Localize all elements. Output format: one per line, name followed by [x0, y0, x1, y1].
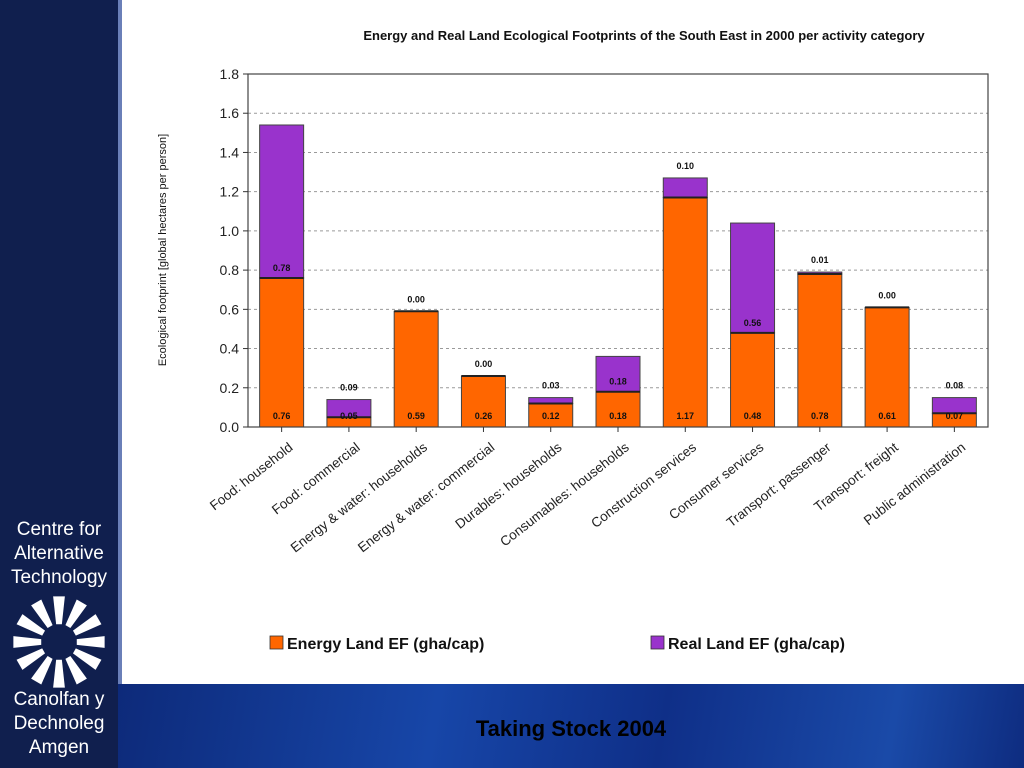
logo-ray — [13, 636, 42, 648]
bar-energy-land — [864, 306, 910, 428]
data-label-real: 0.78 — [273, 263, 291, 273]
bar-energy-land — [797, 273, 843, 428]
legend-label: Real Land EF (gha/cap) — [668, 636, 845, 653]
logo-ray — [16, 614, 46, 636]
data-label-real: 0.01 — [811, 255, 829, 265]
org-name-cy-line: Canolfan y — [13, 689, 105, 710]
data-label-real: 0.03 — [542, 381, 560, 391]
y-tick-label: 0.2 — [220, 380, 240, 396]
category-label: Energy & water: commercial — [355, 440, 497, 556]
logo-ray — [72, 614, 102, 636]
bar-real-land — [730, 222, 776, 334]
data-label-real: 0.00 — [475, 359, 493, 369]
y-tick-label: 0.8 — [220, 262, 240, 278]
data-label-real: 0.10 — [677, 161, 695, 171]
data-label-energy: 0.12 — [542, 411, 560, 421]
org-name-cy-line: Dechnoleg — [13, 713, 105, 734]
logo-ray — [53, 596, 65, 625]
data-label-energy: 0.18 — [609, 411, 627, 421]
bar-energy-land — [730, 332, 776, 428]
data-label-real: 0.56 — [744, 318, 762, 328]
bar-energy-land — [595, 391, 641, 428]
bar-energy-land — [259, 277, 305, 428]
data-label-energy: 1.17 — [677, 411, 695, 421]
data-label-real: 0.18 — [609, 377, 627, 387]
bar-real-land — [662, 177, 708, 199]
logo-ray — [31, 655, 53, 685]
bar-energy-land — [393, 310, 439, 428]
bar-real-land — [595, 355, 641, 393]
cat-sunburst-logo-icon — [13, 596, 105, 688]
y-tick-label: 1.2 — [220, 184, 240, 200]
data-label-energy: 0.78 — [811, 411, 829, 421]
y-tick-label: 1.0 — [220, 223, 240, 239]
data-label-real: 0.00 — [878, 290, 896, 300]
data-label-energy: 0.61 — [878, 411, 896, 421]
org-name-en-line: Alternative — [14, 543, 104, 564]
org-name-welsh: Canolfan y Dechnoleg Amgen — [0, 688, 118, 760]
logo-ray — [65, 599, 87, 629]
logo-ray — [65, 655, 87, 685]
category-label: Consumables: households — [497, 439, 632, 549]
footer-title: Taking Stock 2004 — [475, 716, 667, 741]
category-label: Energy & water: households — [288, 439, 430, 555]
logo-ray — [72, 648, 102, 670]
bar-real-land — [259, 124, 305, 279]
legend-swatch — [269, 635, 284, 650]
data-label-energy: 0.76 — [273, 411, 291, 421]
logo-ray — [76, 636, 105, 648]
y-tick-label: 0.6 — [220, 301, 240, 317]
data-label-energy: 0.07 — [946, 411, 964, 421]
org-name-en-line: Technology — [10, 567, 108, 588]
y-tick-label: 0.0 — [220, 419, 240, 435]
data-label-real: 0.08 — [946, 381, 964, 391]
data-label-energy: 0.59 — [407, 411, 425, 421]
org-name-cy-line: Amgen — [28, 737, 90, 758]
org-name-en-line: Centre for — [16, 519, 102, 540]
bar-energy-land — [662, 197, 708, 428]
org-name-english: Centre for Alternative Technology — [0, 518, 118, 590]
legend-label: Energy Land EF (gha/cap) — [287, 636, 484, 653]
data-label-energy: 0.48 — [744, 411, 762, 421]
logo-ray — [31, 599, 53, 629]
chart-title: Energy and Real Land Ecological Footprin… — [363, 28, 925, 43]
stacked-bar-chart: Energy and Real Land Ecological Footprin… — [157, 28, 989, 653]
data-label-real: 0.00 — [407, 294, 425, 304]
y-tick-label: 0.4 — [220, 341, 240, 357]
legend-swatch — [650, 635, 665, 650]
divider-stripe — [118, 0, 122, 684]
logo-ray — [16, 648, 46, 670]
footer-bar: Taking Stock 2004 — [118, 684, 1024, 768]
data-label-real: 0.09 — [340, 383, 358, 393]
logo-ray — [53, 659, 65, 688]
sidebar: Centre for Alternative Technology Canolf… — [0, 0, 118, 768]
data-label-energy: 0.05 — [340, 411, 358, 421]
y-tick-label: 1.6 — [220, 105, 240, 121]
chart-panel: Energy and Real Land Ecological Footprin… — [122, 0, 1024, 684]
y-tick-label: 1.8 — [220, 66, 240, 82]
data-label-energy: 0.26 — [475, 411, 493, 421]
y-tick-label: 1.4 — [220, 144, 240, 160]
y-axis-label: Ecological footprint [global hectares pe… — [157, 134, 169, 366]
